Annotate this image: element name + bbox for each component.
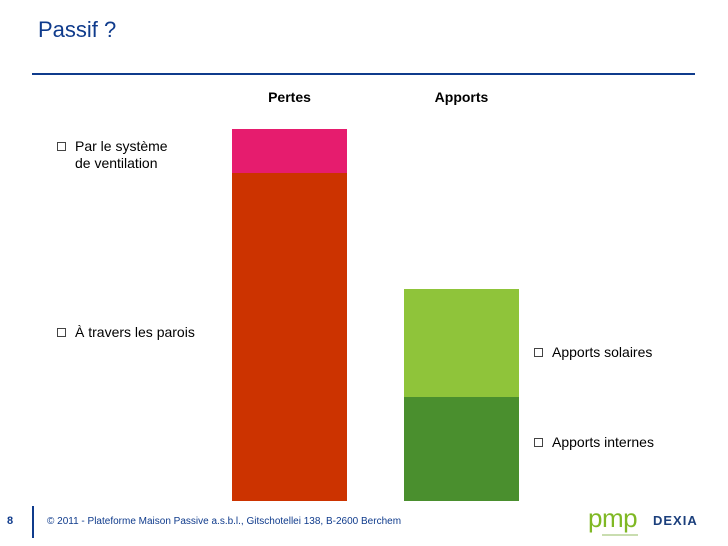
bullet-solaires-text: Apports solaires [552,344,653,360]
bar-apports-segment-2 [404,289,519,397]
bullet-ventilation: Par le système de ventilation [57,138,168,172]
bar-apports-segment-1 [404,397,519,501]
bullet-solaires: Apports solaires [534,344,652,361]
bullet-square-icon [57,142,66,151]
bullet-ventilation-line-2: de ventilation [75,155,158,171]
footer-divider [32,506,34,538]
bar-pertes-segment-1 [232,173,347,501]
footer-copyright: © 2011 - Plateforme Maison Passive a.s.b… [47,516,402,527]
bullet-ventilation-line-1: Par le système [75,138,168,154]
bullet-square-icon [534,438,543,447]
category-label-apports: Apports [435,89,489,105]
pmp-logo: pmp [588,505,650,539]
category-label-pertes: Pertes [268,89,311,105]
title-divider [32,73,695,75]
bullet-internes: Apports internes [534,434,654,451]
pmp-logo-underline [602,534,638,536]
bullet-internes-text: Apports internes [552,434,654,450]
bullet-square-icon [534,348,543,357]
slide-title: Passif ? [38,17,117,42]
bullet-parois: À travers les parois [57,324,195,341]
bullet-square-icon [57,328,66,337]
bullet-ventilation-text: Par le système de ventilation [75,138,168,172]
bar-pertes-segment-2 [232,129,347,173]
bullet-parois-text: À travers les parois [75,324,195,340]
pmp-logo-text: pmp [588,503,638,533]
dexia-logo: DEXIA [653,513,698,528]
page-number: 8 [7,515,14,527]
